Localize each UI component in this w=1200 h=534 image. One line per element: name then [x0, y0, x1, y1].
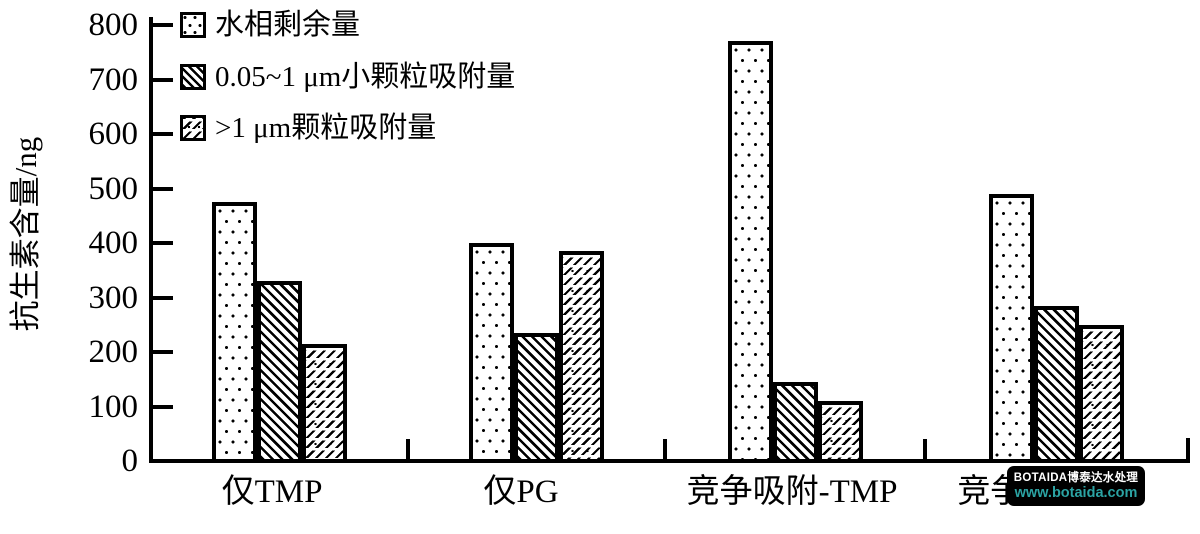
x-tick	[406, 439, 410, 459]
y-tick	[153, 132, 173, 136]
y-tick	[153, 77, 173, 82]
x-category-label: 仅TMP	[221, 474, 323, 510]
y-tick	[153, 241, 173, 245]
x-axis-end-tick	[1186, 438, 1190, 459]
watermark-brand-text: BOTAIDA博泰达水处理	[1013, 472, 1139, 484]
y-tick-label: 200	[88, 334, 139, 370]
y-tick	[153, 23, 173, 27]
y-tick-label: 500	[88, 170, 139, 207]
legend-label: 0.05~1 μm小颗粒吸附量	[215, 61, 516, 93]
y-tick-label: 800	[88, 7, 139, 43]
bar-group1-series2	[256, 281, 302, 463]
bar-group1-series1	[211, 202, 257, 463]
y-tick	[153, 404, 173, 409]
y-tick-label: 600	[88, 116, 139, 152]
x-tick	[923, 439, 927, 459]
x-category-label: 竞争吸附-TMP	[686, 474, 898, 510]
legend-item-aqueous: 水相剩余量	[180, 10, 515, 40]
watermark-badge: BOTAIDA博泰达水处理 www.botaida.com	[1007, 466, 1145, 506]
y-tick	[153, 186, 173, 191]
bar-group2-series1	[468, 243, 514, 463]
bar-group3-series3	[817, 401, 863, 463]
legend-item-small-particles: 0.05~1 μm小颗粒吸附量	[180, 62, 515, 92]
y-tick-label: 300	[88, 279, 139, 316]
y-tick-label: 400	[88, 225, 139, 261]
legend-label: >1 μm颗粒吸附量	[215, 112, 437, 144]
y-tick-label: 0	[121, 443, 139, 479]
x-tick	[663, 439, 667, 459]
bar-group3-series1	[727, 41, 773, 463]
y-tick	[153, 350, 173, 354]
y-axis-line	[149, 17, 153, 463]
bar-group3-series2	[772, 382, 818, 463]
y-tick-label: 100	[88, 388, 139, 425]
bar-group1-series3	[301, 344, 347, 463]
legend-swatch-dash-hatch	[180, 115, 206, 141]
legend-item-large-particles: >1 μm颗粒吸附量	[180, 113, 515, 143]
bar-group4-series2	[1033, 306, 1079, 463]
watermark-url-text: www.botaida.com	[1014, 485, 1138, 501]
bar-group2-series3	[558, 251, 604, 463]
x-axis-line	[149, 459, 1190, 463]
bar-group4-series1	[988, 194, 1034, 463]
legend-swatch-dense-hatch	[180, 64, 206, 90]
y-tick-label: 700	[88, 61, 139, 98]
legend-swatch-dots	[180, 12, 206, 38]
y-tick	[153, 295, 173, 300]
legend-label: 水相剩余量	[215, 9, 361, 41]
bar-group2-series2	[513, 333, 559, 463]
x-category-label: 仅PG	[483, 474, 559, 510]
bar-group4-series3	[1078, 325, 1124, 463]
legend: 水相剩余量 0.05~1 μm小颗粒吸附量 >1 μm颗粒吸附量	[180, 10, 515, 143]
